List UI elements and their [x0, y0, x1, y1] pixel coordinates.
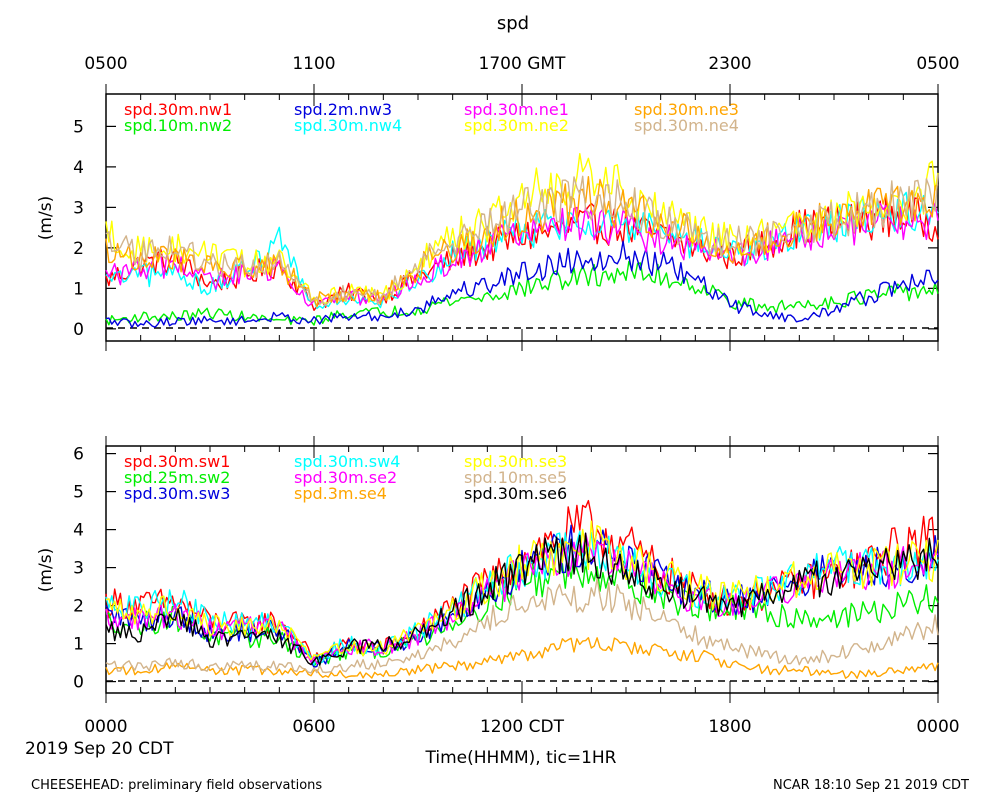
legend-entry-spd.30m.nw1: spd.30m.nw1 [124, 100, 232, 119]
legend-entry-spd.30m.ne3: spd.30m.ne3 [634, 100, 739, 119]
legend-entry-spd.2m.nw3: spd.2m.nw3 [294, 100, 392, 119]
top-axis-label-1: 1100 [292, 54, 335, 74]
top-axis-label-3: 2300 [708, 54, 751, 74]
legend-entry-spd.30m.se3: spd.30m.se3 [464, 452, 567, 471]
panel-bottom-yticks: 0 1 2 3 4 5 6 [73, 445, 938, 693]
bottom-axis-label-1: 0600 [292, 717, 335, 737]
series-line-spd.30m.sw4 [105, 530, 939, 666]
panel-top-xticks [105, 84, 939, 351]
legend-entry-spd.10m.nw2: spd.10m.nw2 [124, 116, 232, 135]
ytick-label-0-3: 3 [73, 198, 84, 218]
bottom-axis-label-2: 1200 CDT [480, 717, 565, 737]
series-line-spd.30m.ne4 [105, 174, 939, 307]
series-line-spd.30m.ne2 [105, 153, 939, 304]
series-line-spd.30m.se6 [105, 532, 939, 666]
bottom-axis-label-4: 0000 [916, 717, 959, 737]
panel-top-ylabel: (m/s) [36, 196, 56, 240]
panel-bottom-series [105, 499, 939, 679]
top-axis-label-4: 0500 [916, 54, 959, 74]
series-line-spd.30m.ne3 [105, 176, 939, 308]
footer-right: NCAR 18:10 Sep 21 2019 CDT [773, 778, 969, 793]
panel-bottom-xticks [105, 436, 939, 703]
ytick-label-0-2: 2 [73, 239, 84, 259]
legend-entry-spd.30m.se2: spd.30m.se2 [294, 468, 397, 487]
ytick-label-1-1: 1 [73, 635, 84, 655]
legend-entry-spd.30m.nw4: spd.30m.nw4 [294, 116, 402, 135]
panel-bottom-ylabel: (m/s) [36, 548, 56, 592]
legend-entry-spd.10m.se5: spd.10m.se5 [464, 468, 567, 487]
ytick-label-1-6: 6 [73, 445, 84, 465]
x-axis-title: Time(HHMM), tic=1HR [425, 748, 617, 768]
bottom-axis-label-3: 1800 [708, 717, 751, 737]
legend-entry-spd.30m.ne2: spd.30m.ne2 [464, 116, 569, 135]
series-line-spd.2m.nw3 [105, 240, 939, 329]
legend-entry-spd.30m.se6: spd.30m.se6 [464, 484, 567, 503]
legend-entry-spd.3m.se4: spd.3m.se4 [294, 484, 387, 503]
chart-title: spd [497, 13, 529, 34]
legend-entry-spd.30m.sw1: spd.30m.sw1 [124, 452, 230, 471]
legend-entry-spd.25m.sw2: spd.25m.sw2 [124, 468, 230, 487]
ytick-label-1-5: 5 [73, 483, 84, 503]
legend-entry-spd.30m.ne1: spd.30m.ne1 [464, 100, 569, 119]
ytick-label-1-3: 3 [73, 559, 84, 579]
ytick-label-0-5: 5 [73, 117, 84, 137]
footer-left: CHEESEHEAD: preliminary field observatio… [31, 778, 322, 793]
ytick-label-1-2: 2 [73, 597, 84, 617]
ytick-label-1-4: 4 [73, 521, 84, 541]
panel-top-series [105, 153, 939, 329]
top-axis-label-2: 1700 GMT [479, 54, 567, 74]
ytick-label-1-0: 0 [73, 673, 84, 693]
legend-entry-spd.30m.sw3: spd.30m.sw3 [124, 484, 230, 503]
series-line-spd.10m.se5 [105, 578, 939, 674]
legend-entry-spd.30m.sw4: spd.30m.sw4 [294, 452, 400, 471]
bottom-axis-label-0: 0000 [84, 717, 127, 737]
panel-top-legend: spd.30m.nw1spd.10m.nw2spd.2m.nw3spd.30m.… [124, 100, 739, 135]
date-label: 2019 Sep 20 CDT [25, 739, 174, 759]
ytick-label-0-0: 0 [73, 320, 84, 340]
ytick-label-0-4: 4 [73, 158, 84, 178]
legend-entry-spd.30m.ne4: spd.30m.ne4 [634, 116, 739, 135]
ytick-label-0-1: 1 [73, 279, 84, 299]
top-axis-label-0: 0500 [84, 54, 127, 74]
